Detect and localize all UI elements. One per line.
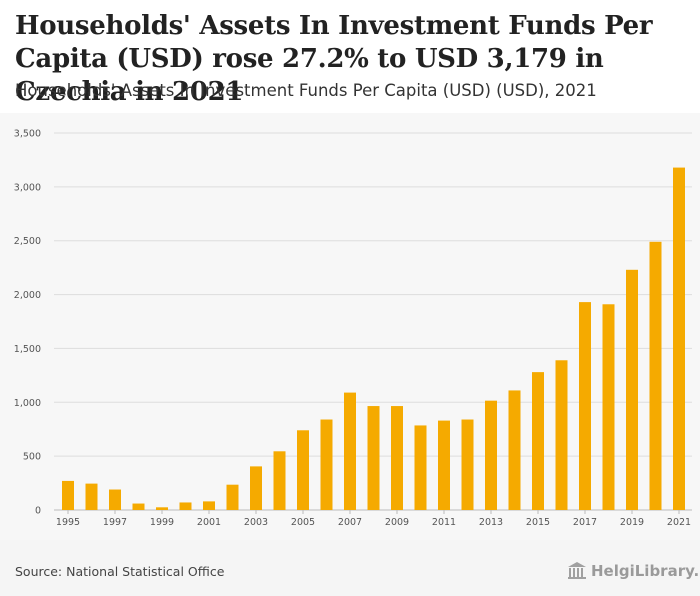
bar-2007[interactable] <box>344 392 356 510</box>
x-tick-label: 2019 <box>620 517 644 528</box>
y-tick-label: 2,500 <box>14 236 41 247</box>
bar-2002[interactable] <box>226 484 239 510</box>
y-tick-label: 1,500 <box>14 344 41 355</box>
x-tick-label: 2005 <box>291 517 315 528</box>
brand-name: HelgiLibrary. <box>591 562 700 580</box>
x-tick-label: 2011 <box>432 517 456 528</box>
y-tick-label: 3,500 <box>14 129 41 140</box>
bar-2005[interactable] <box>297 430 309 510</box>
bar-1998[interactable] <box>132 503 145 510</box>
x-tick-label: 2017 <box>573 517 597 528</box>
bar-2004[interactable] <box>273 451 286 510</box>
bar-2017[interactable] <box>579 302 591 510</box>
x-tick-label: 1995 <box>56 517 80 528</box>
bar-2019[interactable] <box>626 269 638 510</box>
bar-2020[interactable] <box>649 241 662 511</box>
x-tick-label: 2001 <box>197 517 221 528</box>
bar-2013[interactable] <box>485 400 497 510</box>
bar-2001[interactable] <box>203 501 215 510</box>
helgilibrary-logo[interactable]: HelgiLibrary. <box>567 561 699 581</box>
x-tick-label: 2003 <box>244 517 268 528</box>
bar-1995[interactable] <box>62 480 74 510</box>
x-tick-label: 2013 <box>479 517 503 528</box>
bar-2018[interactable] <box>602 304 615 510</box>
chart-title: Households' Assets In Investment Funds P… <box>15 11 653 107</box>
bar-2012[interactable] <box>461 419 474 510</box>
source-note: Source: National Statistical Office <box>15 564 225 579</box>
header: Households' Assets In Investment Funds P… <box>0 0 700 113</box>
bar-chart: 0 500 1,000 1,500 2,000 2,500 3,000 3,500 1995 19… <box>14 129 692 528</box>
bar-1996[interactable] <box>85 483 98 510</box>
bar-2014[interactable] <box>508 390 521 510</box>
library-building-icon <box>568 562 586 579</box>
x-tick-label: 1997 <box>103 517 127 528</box>
footer <box>0 540 700 596</box>
x-tick-label: 1999 <box>150 517 174 528</box>
bar-2003[interactable] <box>250 466 262 510</box>
bar-2021[interactable] <box>673 167 685 510</box>
y-tick-label: 3,000 <box>14 182 41 193</box>
bar-2008[interactable] <box>367 406 380 510</box>
x-tick-label: 2007 <box>338 517 362 528</box>
bar-2010[interactable] <box>414 425 427 510</box>
y-tick-label: 0 <box>35 506 41 517</box>
bar-2011[interactable] <box>438 420 450 510</box>
bar-2009[interactable] <box>391 406 403 510</box>
bar-1997[interactable] <box>109 489 121 510</box>
chart-subtitle: Households' Assets In Investment Funds P… <box>15 81 597 100</box>
bar-2016[interactable] <box>555 360 568 510</box>
y-tick-label: 2,000 <box>14 290 41 301</box>
bar-2000[interactable] <box>179 502 192 510</box>
bar-2015[interactable] <box>532 372 544 510</box>
y-tick-label: 1,000 <box>14 398 41 409</box>
x-tick-label: 2021 <box>667 517 691 528</box>
x-tick-label: 2015 <box>526 517 550 528</box>
bar-1999[interactable] <box>156 507 168 510</box>
bar-2006[interactable] <box>320 419 333 510</box>
y-tick-label: 500 <box>23 452 41 463</box>
x-tick-label: 2009 <box>385 517 409 528</box>
